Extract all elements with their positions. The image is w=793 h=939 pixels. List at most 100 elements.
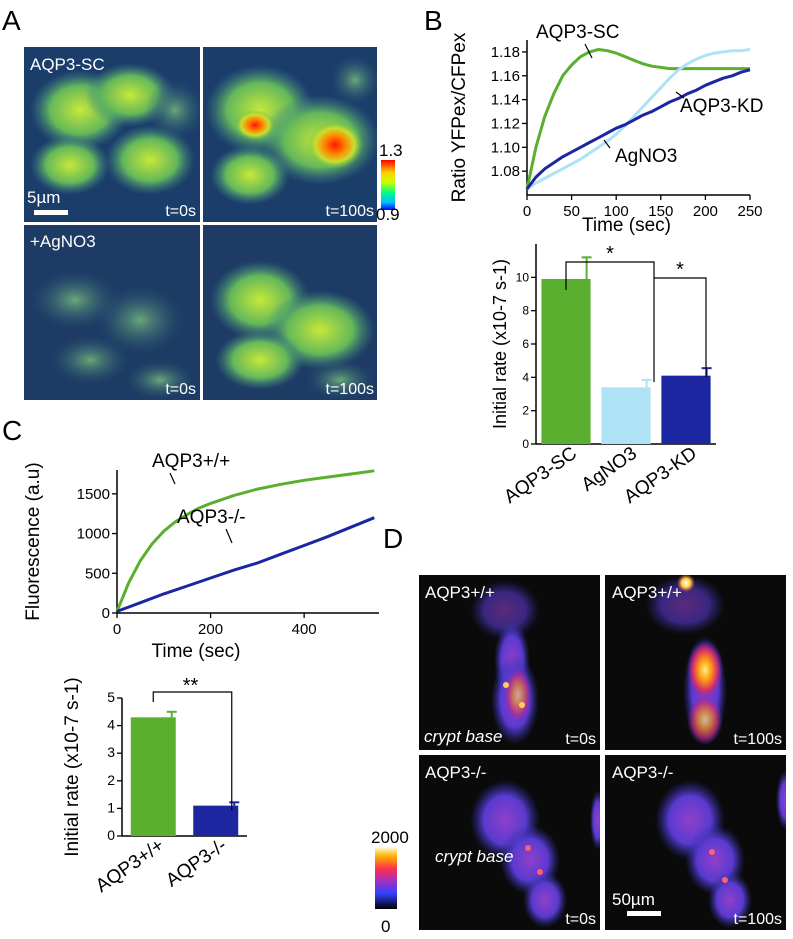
time-label-d3: t=0s [565, 911, 596, 928]
y-tick-label: 0 [102, 605, 110, 622]
y-tick-label: 1.10 [491, 139, 520, 156]
micrograph-a-ag-t0 [24, 225, 200, 400]
time-label-a2: t=100s [326, 203, 374, 220]
time-label-a3: t=0s [165, 381, 196, 398]
leader-line [225, 528, 233, 544]
x-tick-label: 50 [563, 203, 580, 220]
label-aqp3-sc: AQP3-SC [30, 55, 105, 74]
time-label-a1: t=0s [165, 203, 196, 220]
label-d-ko-1: AQP3-/- [425, 763, 486, 782]
y-tick-label: 500 [85, 565, 110, 582]
y-tick-label: 6 [522, 337, 529, 351]
y-axis-label: Fluorescence (a.u) [23, 462, 44, 620]
y-tick-label: 1.14 [491, 92, 520, 109]
y-tick-label: 4 [107, 717, 115, 733]
label-d-wt-1: AQP3+/+ [425, 583, 495, 602]
y-tick-label: 1.08 [491, 163, 520, 180]
scale-bar-a [34, 210, 68, 215]
time-label-a4: t=100s [326, 381, 374, 398]
chart-b-ratio: 1.08 1.10 1.12 1.14 1.16 1.18 0 50 100 150 200 250 T… [449, 22, 763, 236]
scale-label-a: 5µm [27, 188, 60, 207]
x-axis-label: Time (sec) [582, 215, 671, 236]
bar [193, 805, 239, 836]
series-line-0 [115, 469, 375, 612]
chart-c-initial-rate: 0 1 2 3 4 5 Initial rate (x10-7 s-1) AQP3+/+AQP… [62, 675, 247, 897]
micrograph-d-wt-t0 [419, 575, 600, 750]
x-tick-label: 0 [523, 203, 531, 220]
label-d-crypt-1: crypt base [424, 727, 502, 746]
micrograph-d-ko-t100 [605, 755, 786, 930]
leader-line [584, 43, 593, 59]
series-line-0 [525, 48, 750, 190]
x-tick-label: 400 [292, 621, 317, 638]
colorbar-a [381, 160, 395, 210]
bar [661, 375, 711, 444]
label-d-wt-2: AQP3+/+ [612, 583, 682, 602]
bar [130, 717, 176, 836]
label-d-crypt-2: crypt base [435, 847, 513, 866]
colorbar-a-max: 1.3 [379, 141, 403, 160]
label-d-ko-2: AQP3-/- [612, 763, 673, 782]
x-category-label: AQP3-SC [500, 443, 580, 508]
series-label-aqp3-sc: AQP3-SC [536, 22, 619, 43]
y-tick-label: 1.18 [491, 44, 520, 61]
time-label-d2: t=100s [734, 731, 782, 748]
x-tick-label: 100 [604, 203, 629, 220]
x-category-label: AQP3-/- [162, 835, 230, 892]
colorbar-d-max: 2000 [371, 828, 409, 847]
time-label-d1: t=0s [565, 731, 596, 748]
significance-marker: * [606, 243, 614, 265]
time-label-d4: t=100s [734, 911, 782, 928]
leader-line [675, 91, 685, 99]
colorbar-d-min: 0 [381, 917, 390, 936]
x-axis-label: Time (sec) [151, 641, 240, 662]
micrograph-d-wt-t100 [605, 575, 786, 750]
scale-bar-d [627, 911, 661, 916]
significance-marker: * [676, 259, 684, 281]
micrograph-d-ko-t0 [419, 755, 600, 930]
series-label-aqp3-ko: AQP3-/- [177, 507, 246, 528]
significance-bracket [152, 691, 233, 810]
series-label-aqp3-wt: AQP3+/+ [152, 451, 230, 472]
colorbar-a-min: 0.9 [376, 205, 400, 224]
leader-line [603, 139, 611, 149]
y-axis-label: Ratio YFPex/CFPex [449, 32, 470, 202]
x-tick-label: 150 [648, 203, 673, 220]
colorbar-d [375, 847, 397, 909]
y-tick-label: 10 [516, 270, 530, 284]
y-tick-label: 5 [107, 689, 115, 705]
panel-letter-c: C [2, 415, 22, 446]
significance-marker: ** [183, 675, 199, 697]
micrograph-a-sc-t100 [203, 47, 377, 222]
leader-line [169, 472, 176, 485]
panel-letter-a: A [2, 5, 21, 36]
series-line-2 [525, 68, 751, 190]
series-label-agno3: AgNO3 [615, 146, 677, 167]
micrograph-a-sc-t0 [24, 47, 200, 222]
x-tick-label: 250 [737, 203, 762, 220]
y-tick-label: 1.12 [491, 115, 520, 132]
bar [541, 279, 591, 444]
x-tick-label: 200 [693, 203, 718, 220]
y-tick-label: 1.16 [491, 68, 520, 85]
y-tick-label: 8 [522, 304, 529, 318]
significance-bracket [654, 277, 707, 377]
x-tick-label: 200 [198, 621, 223, 638]
chart-c-fluorescence: 0 500 1000 1500 0 200 400 Time (sec) Fluorescenc… [23, 451, 379, 662]
series-line-1 [116, 516, 375, 613]
panel-letter-b: B [424, 5, 443, 36]
y-tick-label: 4 [522, 370, 529, 384]
y-tick-label: 3 [107, 744, 115, 760]
y-tick-label: 2 [107, 772, 115, 788]
x-category-label: AQP3+/+ [92, 835, 168, 897]
y-tick-label: 1500 [77, 486, 110, 503]
y-axis-label: Initial rate (x10-7 s-1) [490, 259, 510, 429]
significance-bracket [565, 261, 655, 382]
y-tick-label: 2 [522, 404, 529, 418]
panel-letter-d: D [383, 523, 403, 554]
y-tick-label: 1000 [77, 526, 110, 543]
series-line-1 [526, 48, 751, 191]
y-axis-label: Initial rate (x10-7 s-1) [62, 677, 83, 857]
